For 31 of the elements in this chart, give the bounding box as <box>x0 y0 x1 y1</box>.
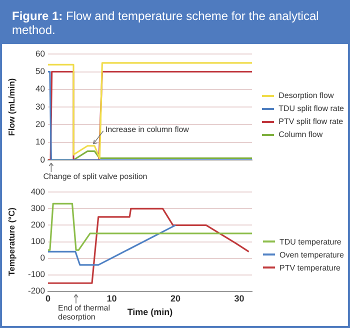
annotation: Change of split valve position <box>43 172 148 182</box>
legend-label: Desorption flow <box>278 90 335 102</box>
y-tick-label: -200 <box>28 286 46 296</box>
y-tick-label: 50 <box>36 66 46 76</box>
annotation: Increase in column flow <box>105 125 190 134</box>
y-tick-label: -100 <box>28 269 46 280</box>
y-tick-label: 200 <box>30 220 46 230</box>
x-axis-title: Time (min) <box>127 307 173 318</box>
y-tick-label: 300 <box>30 202 46 213</box>
y-axis-title: Flow (mL/min) <box>6 78 16 136</box>
chart-title: Figure 1: Flow and temperature scheme for the analytical method. <box>2 2 348 44</box>
y-tick-label: 40 <box>36 84 46 94</box>
x-tick-label: 10 <box>106 293 117 304</box>
legend-label: TDU temperature <box>278 236 342 248</box>
legend-label: Oven temperature <box>278 249 344 261</box>
legend-label: TDU split flow rate <box>278 103 344 115</box>
y-tick-label: 60 <box>36 48 46 58</box>
legend-label: Column flow <box>278 129 324 141</box>
y-tick-label: 10 <box>36 136 46 147</box>
y-axis-title: Temperature (°C) <box>6 207 16 276</box>
y-tick-label: 100 <box>30 236 46 246</box>
legend-label: PTV split flow rate <box>278 116 344 128</box>
y-tick-label: 30 <box>36 101 46 112</box>
legend-label: PTV temperature <box>278 262 342 274</box>
y-tick-label: 20 <box>36 119 46 130</box>
text: End of thermal desorption <box>58 304 110 322</box>
y-tick-label: 400 <box>30 186 46 196</box>
y-tick-label: 0 <box>40 252 46 263</box>
y-tick-label: 0 <box>40 154 46 164</box>
x-tick-label: 20 <box>170 293 181 304</box>
x-tick-label: 30 <box>234 293 244 304</box>
